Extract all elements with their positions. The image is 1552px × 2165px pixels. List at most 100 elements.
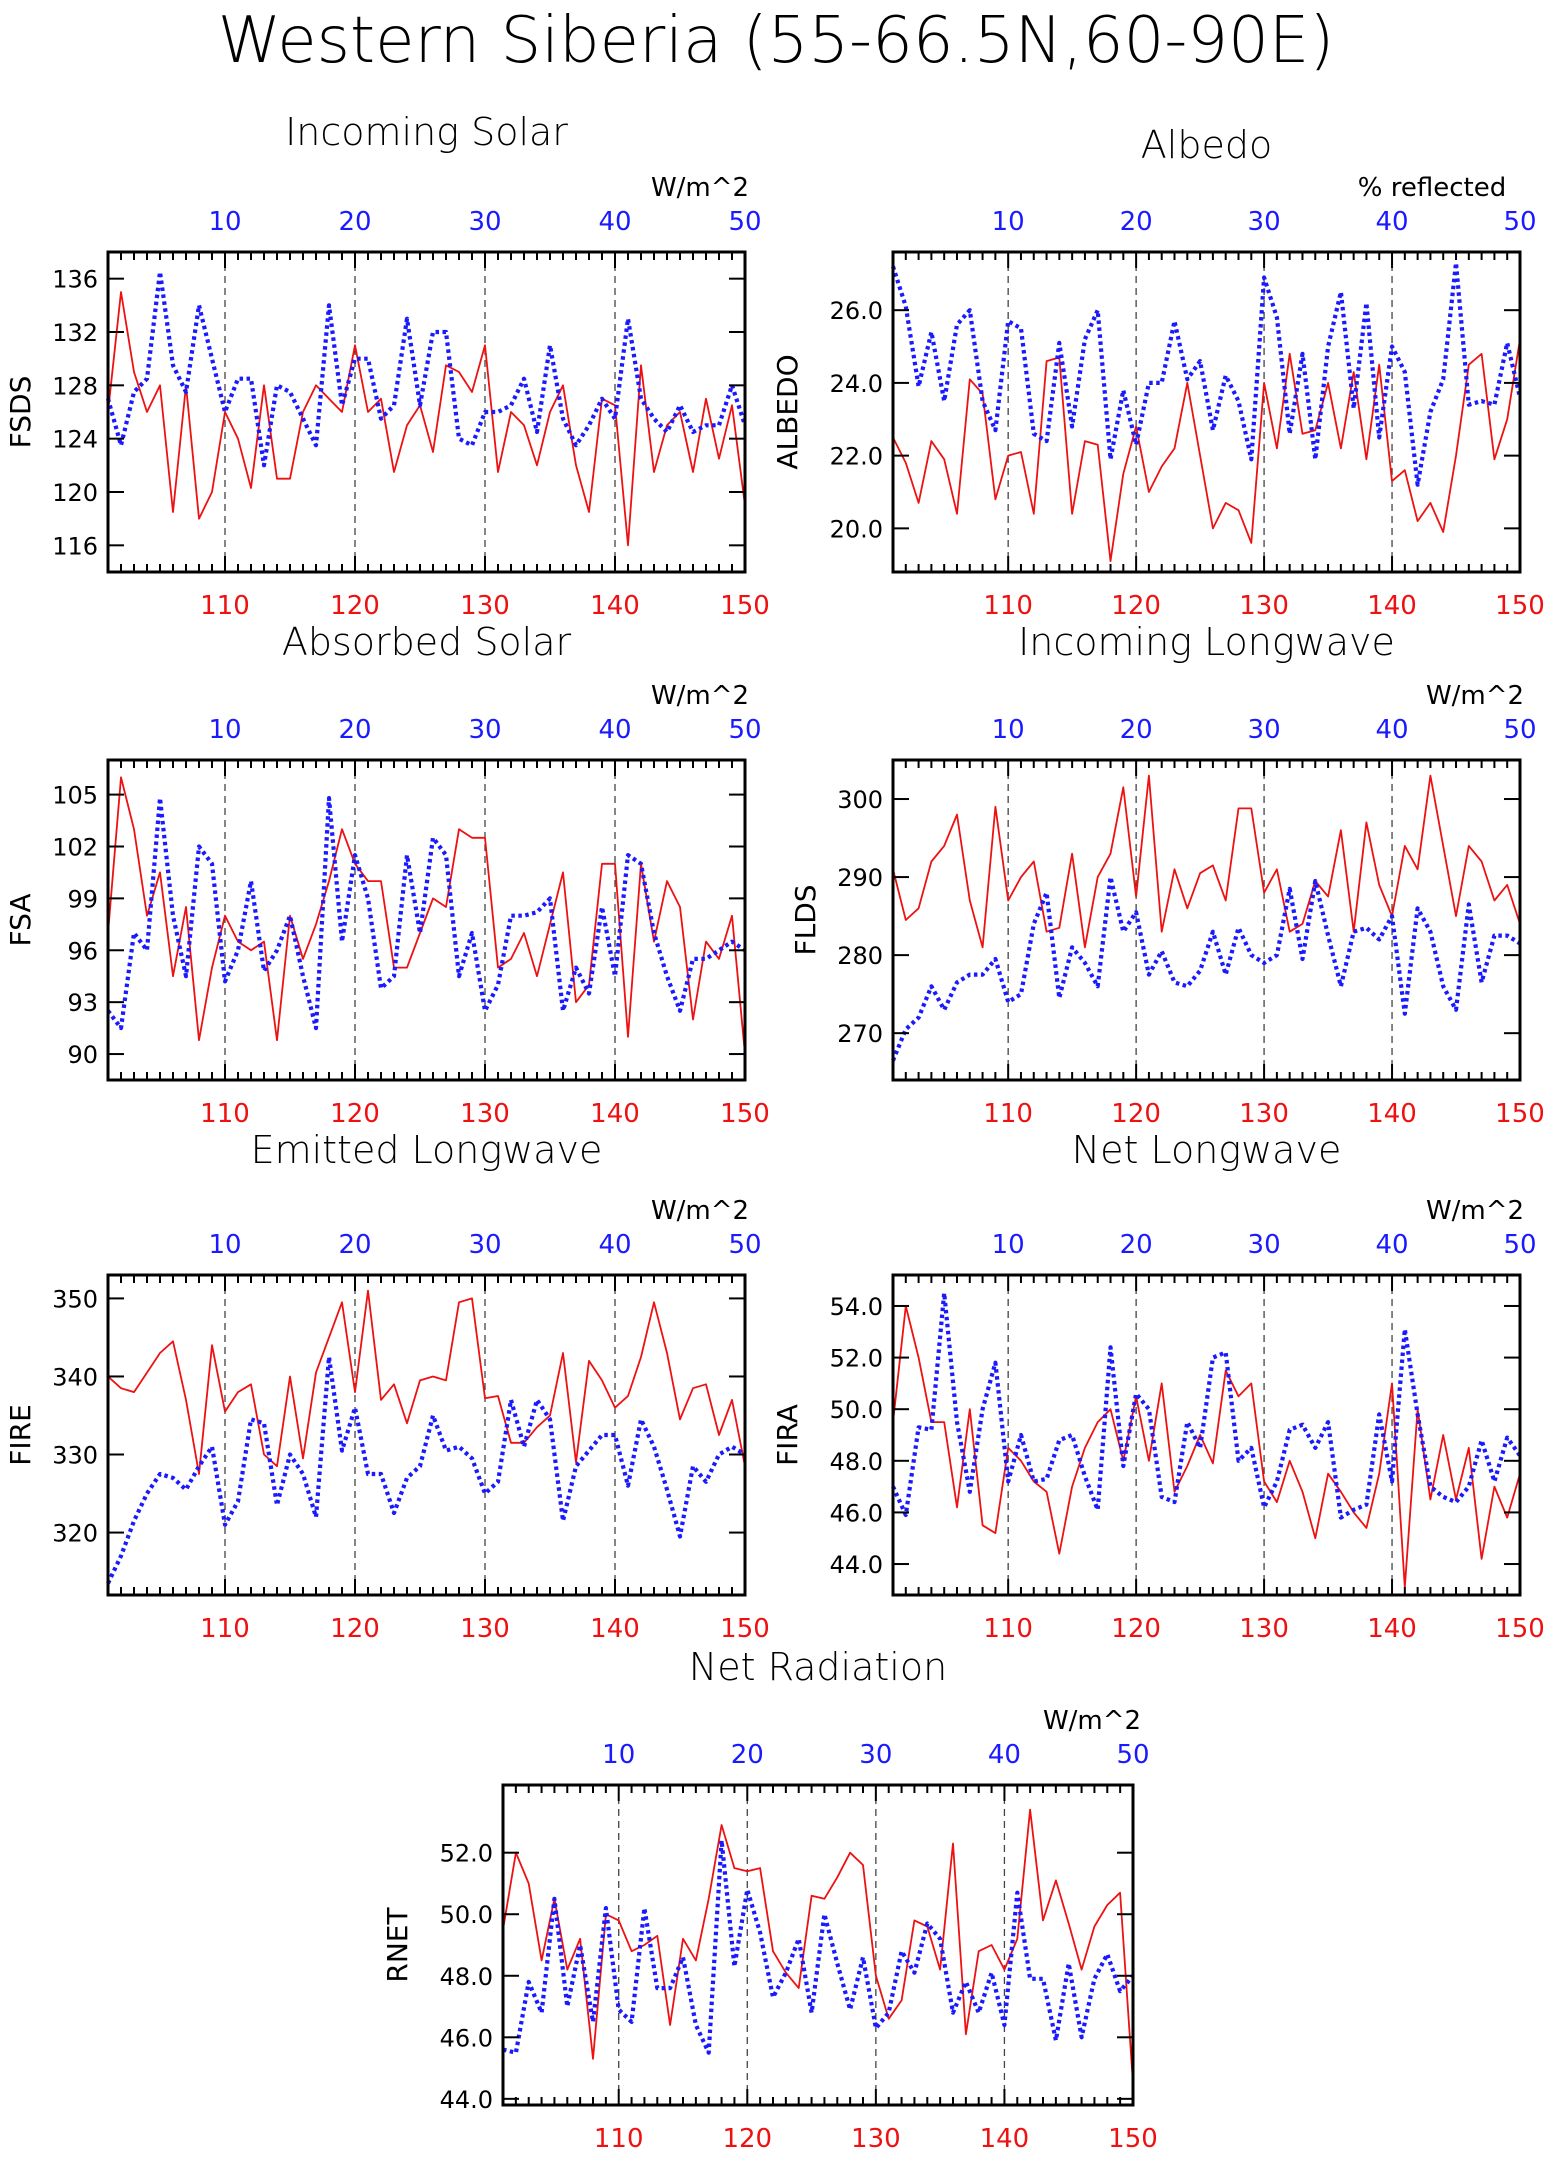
top-x-tick-label: 40: [1375, 207, 1408, 237]
x-tick-label: 130: [460, 1099, 510, 1129]
y-tick-label: 270: [837, 1020, 883, 1048]
x-tick-label: 110: [200, 1099, 250, 1129]
panel-title: Emitted Longwave: [251, 1128, 603, 1172]
chart-panel-fsds: Incoming Solar W/m^2 110 120 130 140 150 10 20 30…: [4, 110, 770, 621]
top-x-tick-label: 50: [1503, 715, 1536, 745]
blue-series-line: [890, 260, 1523, 487]
plot-frame: [501, 1783, 1135, 2107]
top-x-tick-label: 10: [602, 1740, 635, 1770]
x-tick-label: 140: [1367, 591, 1417, 621]
red-series-line: [107, 776, 746, 1055]
top-x-tick-label: 40: [988, 1740, 1021, 1770]
top-x-tick-label: 30: [468, 715, 501, 745]
y-tick-label: 54.0: [830, 1293, 883, 1321]
panel-title: Net Radiation: [689, 1645, 947, 1689]
x-tick-label: 130: [460, 591, 510, 621]
x-tick-label: 130: [1239, 1614, 1289, 1644]
y-tick-label: 99: [67, 885, 98, 913]
top-x-tick-label: 10: [208, 207, 241, 237]
y-tick-label: 128: [52, 372, 98, 400]
x-tick-label: 120: [330, 1614, 380, 1644]
y-tick-label: 52.0: [830, 1345, 883, 1373]
y-tick-label: 120: [52, 479, 98, 507]
top-x-tick-label: 30: [1248, 715, 1281, 745]
top-x-tick-label: 10: [992, 715, 1025, 745]
red-series-line: [107, 1289, 746, 1475]
x-tick-label: 130: [1239, 591, 1289, 621]
chart-panel-fira: Net Longwave W/m^2 110 120 130 140 150 10 20 30 40…: [771, 1128, 1545, 1644]
y-axis-label: ALBEDO: [771, 354, 804, 469]
x-tick-label: 150: [720, 1099, 770, 1129]
y-tick-label: 50.0: [830, 1396, 883, 1424]
y-tick-label: 46.0: [440, 2024, 493, 2052]
y-tick-label: 124: [52, 426, 98, 454]
y-tick-label: 320: [52, 1520, 98, 1548]
y-tick-label: 52.0: [440, 1840, 493, 1868]
x-tick-label: 120: [722, 2124, 772, 2154]
top-x-tick-label: 40: [598, 1230, 631, 1260]
x-tick-label: 110: [983, 1614, 1033, 1644]
top-x-tick-label: 30: [1248, 1230, 1281, 1260]
x-tick-label: 150: [1495, 591, 1545, 621]
chart-panel-rnet: Net Radiation W/m^2 110 120 130 140 150 10 20 30 4…: [381, 1645, 1158, 2154]
units-label: W/m^2: [651, 681, 749, 711]
x-tick-label: 140: [590, 1614, 640, 1644]
top-x-tick-label: 10: [992, 1230, 1025, 1260]
x-tick-label: 140: [590, 591, 640, 621]
top-x-tick-label: 40: [598, 207, 631, 237]
top-x-tick-label: 50: [728, 715, 761, 745]
y-tick-label: 116: [52, 532, 98, 560]
x-tick-label: 140: [590, 1099, 640, 1129]
top-x-tick-label: 30: [468, 1230, 501, 1260]
plot-frame: [891, 250, 1522, 574]
y-tick-label: 340: [52, 1363, 98, 1391]
y-tick-label: 90: [67, 1041, 98, 1069]
y-tick-label: 44.0: [440, 2086, 493, 2114]
top-x-tick-label: 20: [1120, 715, 1153, 745]
x-tick-label: 150: [1495, 1614, 1545, 1644]
red-series-line: [892, 1305, 1521, 1589]
blue-series-line: [106, 1354, 747, 1585]
red-series-line: [892, 339, 1521, 562]
x-tick-label: 110: [983, 1099, 1033, 1129]
y-axis-label: FLDS: [789, 884, 822, 955]
chart-panel-fsa: Absorbed Solar W/m^2 110 120 130 140 150 10 20 30…: [4, 620, 770, 1129]
y-tick-label: 132: [52, 319, 98, 347]
y-tick-label: 136: [52, 266, 98, 294]
panel-title: Incoming Solar: [285, 110, 568, 154]
plot-frame: [106, 250, 747, 574]
x-tick-label: 130: [1239, 1099, 1289, 1129]
top-x-tick-label: 50: [728, 207, 761, 237]
x-tick-label: 120: [1111, 591, 1161, 621]
x-tick-label: 150: [720, 1614, 770, 1644]
top-x-tick-label: 30: [1248, 207, 1281, 237]
blue-series-line: [106, 795, 747, 1031]
units-label: W/m^2: [651, 1196, 749, 1226]
x-tick-label: 120: [1111, 1099, 1161, 1129]
x-tick-label: 120: [330, 1099, 380, 1129]
y-tick-label: 50.0: [440, 1901, 493, 1929]
x-tick-label: 110: [983, 591, 1033, 621]
top-x-tick-label: 30: [468, 207, 501, 237]
y-tick-label: 44.0: [830, 1551, 883, 1579]
top-x-tick-label: 50: [1116, 1740, 1149, 1770]
x-tick-label: 150: [720, 591, 770, 621]
units-label: W/m^2: [1426, 681, 1524, 711]
plot-frame: [891, 758, 1522, 1082]
y-axis-label: RNET: [381, 1907, 414, 1983]
panel-title: Net Longwave: [1072, 1128, 1342, 1172]
top-x-tick-label: 10: [992, 207, 1025, 237]
red-series-line: [502, 1808, 1134, 2084]
x-tick-label: 130: [460, 1614, 510, 1644]
y-axis-label: FIRA: [771, 1404, 804, 1466]
x-tick-label: 140: [1367, 1099, 1417, 1129]
top-x-tick-label: 10: [208, 1230, 241, 1260]
top-x-tick-label: 20: [1120, 1230, 1153, 1260]
blue-series-line: [891, 874, 1522, 1062]
y-tick-label: 290: [837, 864, 883, 892]
blue-series-line: [105, 269, 747, 468]
red-series-line: [892, 774, 1521, 949]
top-x-tick-label: 50: [1503, 1230, 1536, 1260]
plot-frame: [106, 758, 747, 1082]
